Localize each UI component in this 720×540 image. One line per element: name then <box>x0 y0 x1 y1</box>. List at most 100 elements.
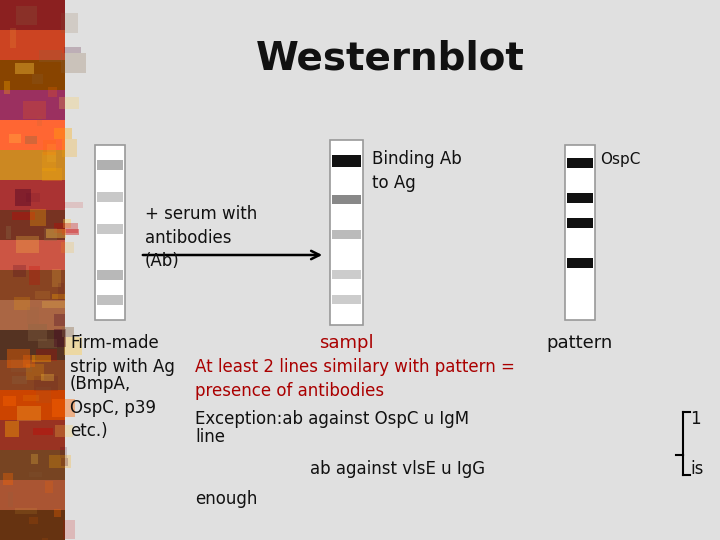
Bar <box>33 428 53 435</box>
Bar <box>0 360 65 391</box>
Bar <box>37 116 42 126</box>
Bar <box>7 349 30 368</box>
Bar <box>47 229 66 238</box>
Circle shape <box>330 0 570 200</box>
Bar <box>61 458 68 467</box>
Bar <box>0 60 65 91</box>
Text: pattern: pattern <box>547 334 613 352</box>
Bar <box>97 270 123 280</box>
Bar <box>48 86 57 97</box>
Bar <box>31 454 38 464</box>
Bar <box>14 63 34 74</box>
Text: Westernblot: Westernblot <box>256 40 524 78</box>
Bar <box>0 180 65 211</box>
Bar <box>14 188 31 206</box>
Bar <box>64 201 83 208</box>
Bar <box>45 228 57 241</box>
Bar <box>97 160 123 170</box>
Bar <box>35 291 50 299</box>
Bar <box>0 150 65 181</box>
Bar <box>42 167 62 181</box>
Bar <box>61 242 73 253</box>
Text: (BmpA,
OspC, p39
etc.): (BmpA, OspC, p39 etc.) <box>70 375 156 440</box>
Bar <box>42 152 56 171</box>
Text: Exception:ab against OspC u IgM: Exception:ab against OspC u IgM <box>195 410 469 428</box>
Bar <box>16 6 37 25</box>
Bar <box>42 140 56 155</box>
Bar <box>53 329 66 347</box>
Bar <box>23 395 39 401</box>
Text: Binding Ab
to Ag: Binding Ab to Ag <box>372 150 462 192</box>
Bar <box>0 390 65 421</box>
Bar <box>62 139 77 157</box>
Bar <box>61 53 86 72</box>
Bar <box>5 421 19 437</box>
Bar <box>25 136 37 144</box>
Bar <box>53 399 76 417</box>
Bar <box>332 195 361 204</box>
Text: enough: enough <box>195 490 257 508</box>
Bar <box>11 29 17 48</box>
Bar <box>38 339 57 348</box>
Bar <box>9 134 22 143</box>
Bar <box>97 295 123 305</box>
Bar <box>14 298 30 309</box>
Bar <box>567 193 593 203</box>
Bar <box>4 396 16 406</box>
Bar <box>15 508 37 514</box>
Bar <box>63 521 76 539</box>
Bar <box>17 406 41 421</box>
Bar <box>62 327 74 338</box>
Text: At least 2 lines similary with pattern =
presence of antibodies: At least 2 lines similary with pattern =… <box>195 358 515 400</box>
Text: ab against vlsE u IgG: ab against vlsE u IgG <box>310 460 485 478</box>
Bar <box>60 14 78 33</box>
Bar <box>58 283 64 300</box>
Bar <box>26 193 40 202</box>
Bar <box>0 120 65 151</box>
Bar <box>25 364 44 380</box>
Bar <box>29 517 37 524</box>
Text: line: line <box>195 428 225 446</box>
Bar <box>0 510 65 540</box>
Bar <box>37 349 57 361</box>
Circle shape <box>378 8 522 152</box>
Bar <box>54 509 61 517</box>
Bar <box>55 425 73 437</box>
Text: OspC: OspC <box>600 152 640 167</box>
Bar <box>0 90 65 121</box>
Bar <box>23 355 35 367</box>
Bar <box>30 472 42 477</box>
Bar <box>52 269 61 287</box>
Bar <box>11 359 32 372</box>
Bar <box>0 480 65 511</box>
Bar <box>32 74 43 84</box>
Bar <box>3 473 13 485</box>
Bar <box>0 210 65 241</box>
Bar <box>332 230 361 239</box>
Bar <box>28 324 48 341</box>
Bar <box>59 97 78 109</box>
Text: is: is <box>690 460 703 478</box>
Bar <box>567 258 593 268</box>
Bar <box>63 219 71 228</box>
Circle shape <box>520 360 640 480</box>
Bar <box>0 0 65 31</box>
Bar <box>35 387 51 403</box>
Text: 1: 1 <box>690 410 701 428</box>
Bar <box>27 307 39 324</box>
Bar <box>567 218 593 228</box>
Bar <box>62 230 79 235</box>
Bar <box>30 209 45 226</box>
Bar <box>0 330 65 361</box>
Bar <box>64 47 81 53</box>
Bar <box>0 450 65 481</box>
Bar <box>47 145 55 161</box>
Bar <box>0 270 65 301</box>
Text: + serum with
antibodies
(Ab): + serum with antibodies (Ab) <box>145 205 257 270</box>
Bar <box>0 30 65 61</box>
Bar <box>34 376 58 391</box>
Bar <box>12 376 27 384</box>
Circle shape <box>152 302 248 398</box>
Bar <box>567 158 593 168</box>
Bar <box>45 481 53 494</box>
